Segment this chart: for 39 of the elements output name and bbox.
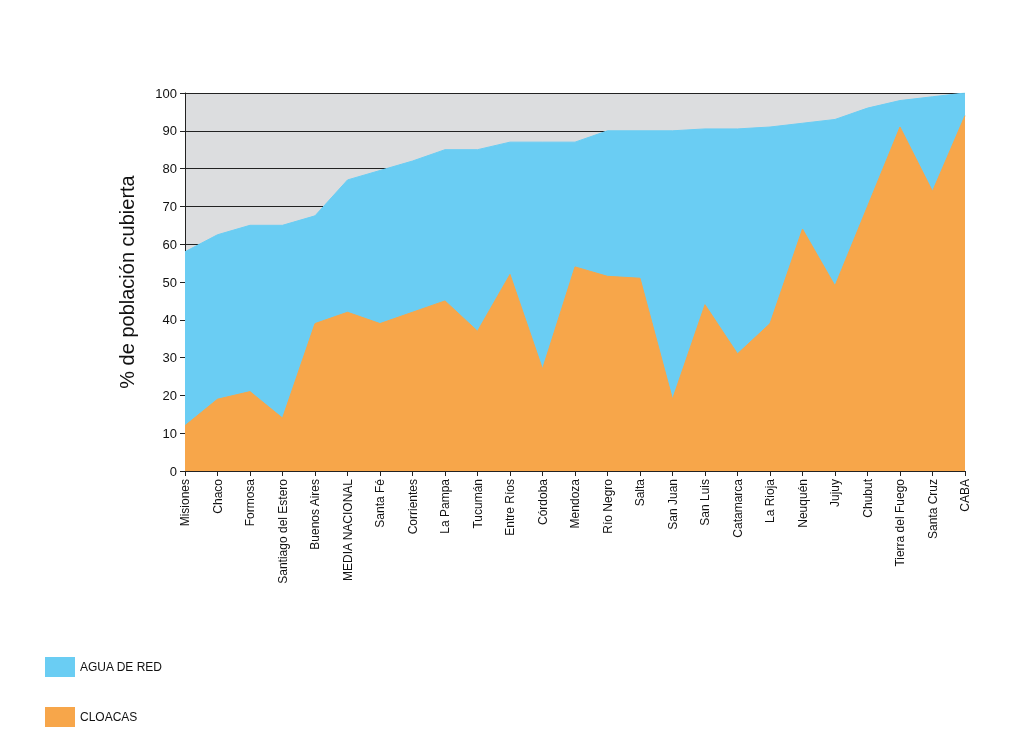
x-tick-label: CABA [958, 479, 972, 512]
y-tick-label: 100 [155, 85, 177, 101]
x-tick-label: Corrientes [405, 479, 420, 535]
x-tick-label: Córdoba [535, 478, 550, 526]
legend-label: CLOACAS [80, 710, 138, 724]
x-tick-label: Salta [633, 478, 647, 507]
x-tick-label: Jujuy [828, 479, 842, 508]
x-tick-label: San Juan [665, 479, 680, 530]
x-tick-label: Catamarca [730, 478, 745, 538]
x-tick-label: La Rioja [763, 478, 777, 524]
x-tick-label: Chaco [210, 478, 225, 514]
y-tick-label: 90 [162, 123, 177, 139]
x-tick-label: Formosa [243, 478, 257, 527]
y-tick-label: 70 [162, 198, 177, 214]
y-tick-label: 10 [162, 425, 177, 441]
x-tick-label: Chubut [860, 478, 875, 518]
y-axis-title: % de población cubierta [116, 174, 138, 389]
legend-label: AGUA DE RED [80, 660, 163, 674]
x-tick-label: San Luis [698, 479, 712, 526]
x-tick-label: Entre Ríos [503, 479, 517, 536]
x-tick-label: Tucumán [470, 479, 485, 529]
y-tick-label: 0 [169, 463, 177, 479]
y-tick-label: 80 [162, 161, 177, 177]
x-tick-label: La Pampa [438, 478, 452, 534]
y-tick-label: 40 [162, 312, 177, 328]
x-tick-label: Misiones [178, 479, 192, 527]
x-tick-label: Santa Fé [373, 478, 387, 528]
y-tick-label: 60 [162, 236, 177, 252]
y-tick-label: 30 [162, 350, 177, 366]
x-tick-label: Río Negro [600, 478, 615, 534]
x-tick-label: Santa Cruz [925, 479, 940, 540]
y-tick-label: 20 [162, 387, 177, 403]
y-tick-label: 50 [162, 274, 177, 290]
x-tick-label: MEDIA NACIONAL [340, 478, 355, 582]
x-tick-label: Mendoza [568, 478, 582, 529]
x-tick-label: Neuquén [795, 479, 810, 528]
x-tick-label: Buenos Aires [308, 479, 322, 550]
x-tick-label: Tierra del Fuego [893, 478, 907, 567]
x-tick-label: Santiago del Estero [275, 478, 290, 584]
